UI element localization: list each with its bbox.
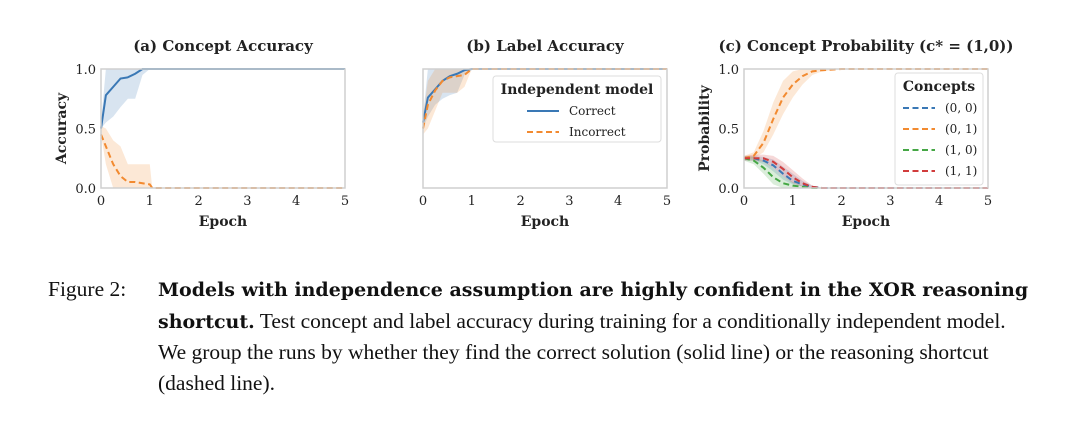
- legend-title: Concepts: [903, 79, 975, 95]
- x-tick-label: 5: [663, 194, 671, 209]
- legend: Independent model Correct Incorrect: [492, 75, 662, 143]
- x-tick-label: 2: [516, 194, 524, 209]
- chart-title: (a) Concept Accuracy: [133, 37, 314, 55]
- x-tick-label: 0: [97, 194, 105, 209]
- legend-entry: (1, 0): [945, 143, 977, 157]
- caption-text: Test concept and label accuracy during t…: [158, 308, 1006, 395]
- caption-bold-summary: Models with independence assumption are …: [158, 279, 1029, 333]
- y-tick-label: 0.0: [75, 182, 96, 197]
- plot-frame: [743, 68, 989, 189]
- x-axis-label: Epoch: [842, 214, 891, 230]
- chart-title: (b) Label Accuracy: [466, 37, 625, 55]
- x-axis-label: Epoch: [199, 214, 248, 230]
- x-tick-label: 1: [789, 194, 797, 209]
- legend-entry: (0, 1): [945, 122, 977, 136]
- x-tick-label: 0: [419, 194, 427, 209]
- y-tick-label: 0.5: [75, 123, 96, 138]
- legend-box: [492, 75, 662, 143]
- x-tick-label: 2: [194, 194, 202, 209]
- legend-entry: (0, 0): [945, 101, 977, 115]
- confidence-band-Correct: [101, 69, 345, 129]
- x-tick-label: 3: [243, 194, 251, 209]
- x-tick-label: 4: [935, 194, 943, 209]
- legend-box: [894, 72, 984, 186]
- caption-label: Figure 2:: [48, 277, 127, 301]
- x-tick-label: 4: [614, 194, 622, 209]
- x-tick-label: 5: [341, 194, 349, 209]
- figure-charts: (a) Concept Accuracy 0 1 2 3 4 5 0.0 0.5 1.0 Epoch…: [54, 37, 1014, 230]
- x-tick-label: 3: [886, 194, 894, 209]
- confidence-band-11: [744, 154, 988, 188]
- y-axis-label: Probability: [697, 84, 713, 171]
- series-line-10: [743, 157, 988, 189]
- y-tick-label: 1.0: [75, 63, 96, 78]
- x-tick-label: 3: [565, 194, 573, 209]
- chart-panel-2: (c) Concept Probability (c* = (1,0)) 0 1 2 3…: [697, 37, 1014, 230]
- confidence-band-Correct: [423, 69, 667, 129]
- series-line-01: [743, 68, 988, 160]
- x-tick-label: 1: [468, 194, 476, 209]
- chart-title: (c) Concept Probability (c* = (1,0)): [718, 37, 1013, 55]
- legend-entry: Incorrect: [569, 125, 626, 139]
- x-tick-label: 2: [837, 194, 845, 209]
- y-tick-label: 1.0: [718, 63, 739, 78]
- legend-title: Independent model: [501, 82, 654, 98]
- legend-entry: (1, 1): [945, 164, 977, 178]
- figure-caption: Figure 2: Models with independence assum…: [48, 274, 1038, 398]
- x-tick-label: 0: [740, 194, 748, 209]
- y-tick-label: 0.0: [718, 182, 739, 197]
- plot-frame: [100, 68, 346, 189]
- x-tick-label: 4: [292, 194, 300, 209]
- chart-panel-0: (a) Concept Accuracy 0 1 2 3 4 5 0.0 0.5 1.0 Epoch…: [54, 37, 349, 230]
- y-axis-label: Accuracy: [54, 92, 70, 165]
- y-tick-label: 0.5: [718, 123, 739, 138]
- x-tick-label: 5: [984, 194, 992, 209]
- confidence-band-Incorrect: [101, 126, 345, 188]
- x-tick-label: 1: [146, 194, 154, 209]
- chart-panel-1: (b) Label Accuracy 0 1 2 3 4 5 Epoch Independent…: [419, 37, 671, 230]
- confidence-band-Incorrect: [423, 69, 667, 135]
- legend: Concepts (0, 0) (0, 1) (1, 0) (1, 1): [894, 72, 984, 186]
- x-axis-label: Epoch: [521, 214, 570, 230]
- plot-frame: [422, 68, 668, 189]
- legend-entry: Correct: [569, 104, 616, 118]
